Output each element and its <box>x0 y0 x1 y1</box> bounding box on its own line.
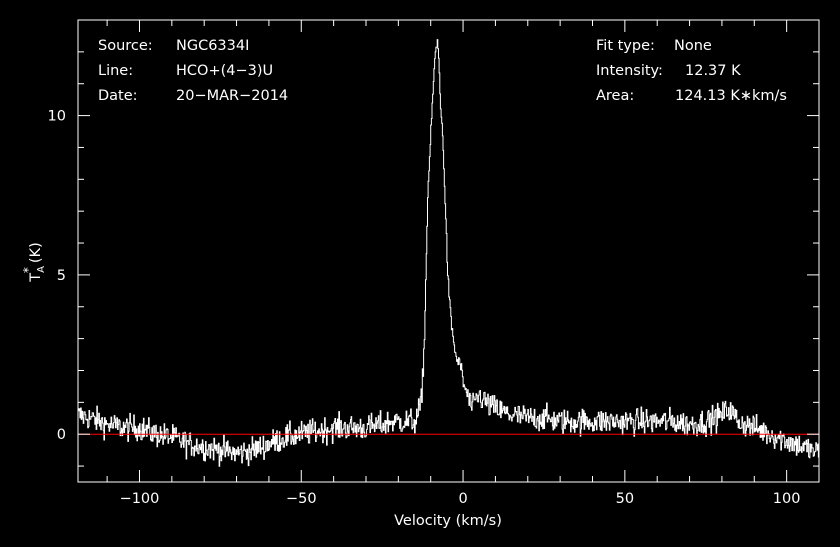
spectrum-trace <box>78 39 819 467</box>
intensity-value: 12.37 K <box>685 63 741 79</box>
y-tick-label: 10 <box>48 109 66 125</box>
x-tick-label: 0 <box>458 491 467 507</box>
date-label: Date: <box>98 88 138 104</box>
y-tick-label: 5 <box>57 268 66 284</box>
y-axis-label: TA* (K) <box>21 242 47 283</box>
intensity-label: Intensity: <box>596 63 663 79</box>
line-value: HCO+(4−3)U <box>176 63 273 79</box>
plot-frame <box>77 19 820 483</box>
x-axis-label: Velocity (km/s) <box>394 513 502 529</box>
svg-text:TA*(K): TA* (K) <box>21 242 47 283</box>
source-value: NGC6334I <box>176 38 249 54</box>
header-right: Fit type: None Intensity: 12.37 K Area: … <box>596 38 787 104</box>
fit-type-value: None <box>674 38 712 54</box>
fit-type-label: Fit type: <box>596 38 655 54</box>
y-axis-label-unit: (K) <box>28 242 44 263</box>
line-label: Line: <box>98 63 133 79</box>
y-axis-label-sub: A <box>36 266 47 273</box>
x-tick-label: −100 <box>120 491 160 507</box>
y-tick-label: 0 <box>57 427 66 443</box>
x-tick-label: 50 <box>616 491 634 507</box>
x-tick-label: −50 <box>286 491 317 507</box>
y-axis-label-sup: * <box>21 267 35 273</box>
area-label: Area: <box>596 88 634 104</box>
area-value: 124.13 K∗km/s <box>675 88 787 104</box>
date-value: 20−MAR−2014 <box>176 88 288 104</box>
y-axis-label-main: T <box>28 273 44 283</box>
source-label: Source: <box>98 38 153 54</box>
x-tick-label: 100 <box>773 491 801 507</box>
header-left: Source: NGC6334I Line: HCO+(4−3)U Date: … <box>98 38 288 104</box>
